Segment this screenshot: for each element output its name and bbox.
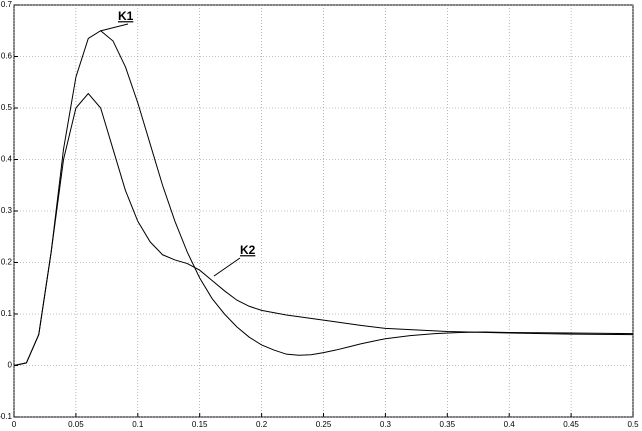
y-tick-label: 0.2 [1, 258, 13, 267]
x-tick-label: 0.15 [192, 420, 208, 429]
x-tick-label: 0.2 [256, 420, 268, 429]
x-tick-label: 0.4 [504, 420, 516, 429]
x-tick-label: 0.25 [316, 420, 332, 429]
x-tick-label: 0.35 [440, 420, 456, 429]
y-tick-label: 0.7 [1, 0, 13, 9]
y-tick-label: 0.1 [1, 309, 13, 318]
line-series [13, 92, 634, 366]
y-tick-label: 0.5 [1, 103, 13, 112]
y-tick-label: -0.1 [0, 412, 13, 421]
x-tick-label: 0.5 [627, 420, 639, 429]
y-tick-label: 0.4 [1, 155, 13, 164]
series-label: K1 [118, 9, 134, 23]
leader-line [213, 257, 241, 277]
x-tick-label: 0.45 [563, 420, 579, 429]
y-tick-label: 0 [8, 361, 13, 370]
x-tick-label: 0.05 [68, 420, 84, 429]
y-tick-label: 0.6 [1, 52, 13, 61]
line-series [13, 30, 634, 366]
y-tick-label: 0.3 [1, 206, 13, 215]
leader-line [99, 23, 129, 32]
x-tick-label: 0.3 [380, 420, 392, 429]
x-tick-label: 0.1 [132, 420, 144, 429]
x-tick-label: 0 [12, 420, 17, 429]
series-label: K2 [240, 243, 256, 257]
